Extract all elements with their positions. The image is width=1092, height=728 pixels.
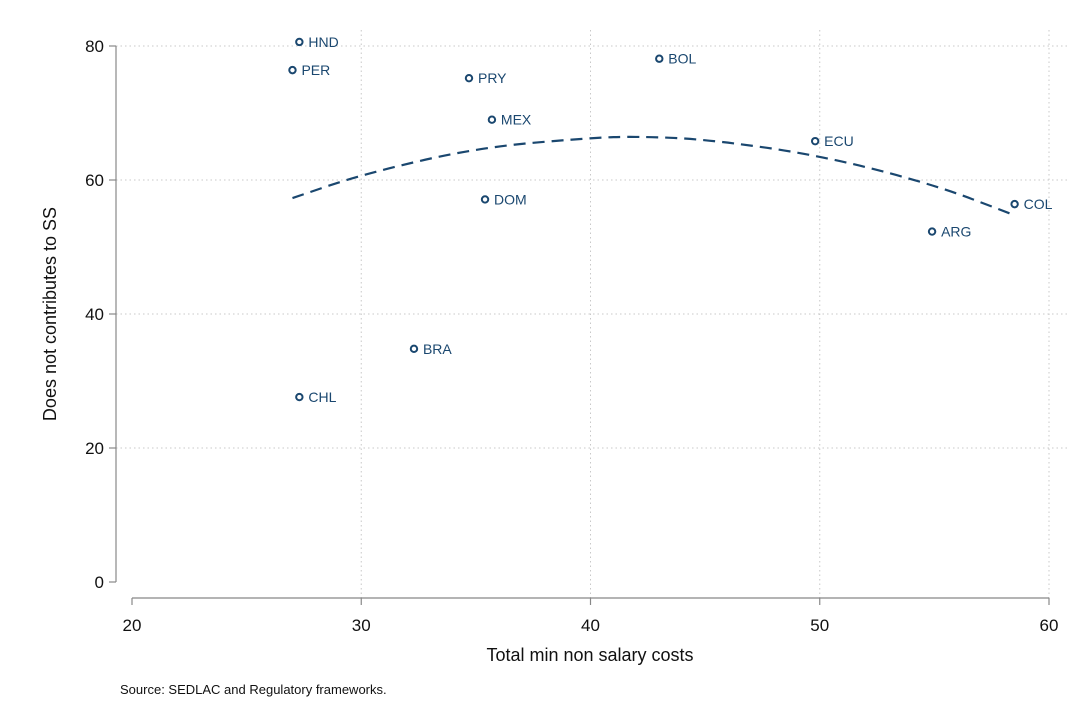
fit-curve	[292, 135, 1011, 215]
point-label-hnd: HND	[308, 34, 338, 50]
y-tick-label: 0	[95, 573, 104, 592]
point-label-mex: MEX	[501, 112, 532, 128]
y-tick-label: 60	[85, 171, 104, 190]
point-label-col: COL	[1024, 196, 1053, 212]
point-label-dom: DOM	[494, 191, 527, 207]
point-label-bra: BRA	[423, 341, 452, 357]
point-label-pry: PRY	[478, 70, 507, 86]
point-mex	[487, 115, 497, 124]
y-tick-label: 80	[85, 37, 104, 56]
point-label-arg: ARG	[941, 224, 971, 240]
point-arg	[927, 227, 937, 236]
point-label-chl: CHL	[308, 389, 336, 405]
point-pry	[464, 73, 474, 83]
point-per	[288, 65, 297, 75]
point-label-ecu: ECU	[824, 133, 854, 149]
point-label-per: PER	[301, 62, 330, 78]
grid-lines	[116, 30, 1068, 598]
fit-curve-layer	[292, 135, 1011, 215]
point-dom	[480, 195, 490, 204]
y-tick-label: 40	[85, 305, 104, 324]
x-axis: 20 30 40 50 60	[123, 597, 1059, 635]
point-bol	[655, 54, 664, 63]
x-tick-label: 30	[352, 616, 371, 635]
y-tick-label: 20	[85, 439, 104, 458]
point-chl	[295, 392, 304, 402]
x-axis-title: Total min non salary costs	[486, 645, 693, 665]
x-tick-label: 40	[581, 616, 600, 635]
point-label-bol: BOL	[668, 51, 696, 67]
point-bra	[409, 344, 419, 354]
point-ecu	[810, 136, 820, 146]
source-note: Source: SEDLAC and Regulatory frameworks…	[120, 682, 387, 697]
y-axis: 0 20 40 60 80	[85, 37, 117, 592]
x-tick-label: 60	[1040, 616, 1059, 635]
point-hnd	[295, 37, 304, 47]
data-points: HND PER PRY BOL MEX ECU DOM COL ARG BRA CHL	[288, 34, 1053, 405]
x-tick-label: 50	[810, 616, 829, 635]
point-col	[1010, 199, 1019, 209]
x-tick-label: 20	[123, 616, 142, 635]
y-axis-title: Does not contributes to SS	[40, 207, 60, 421]
